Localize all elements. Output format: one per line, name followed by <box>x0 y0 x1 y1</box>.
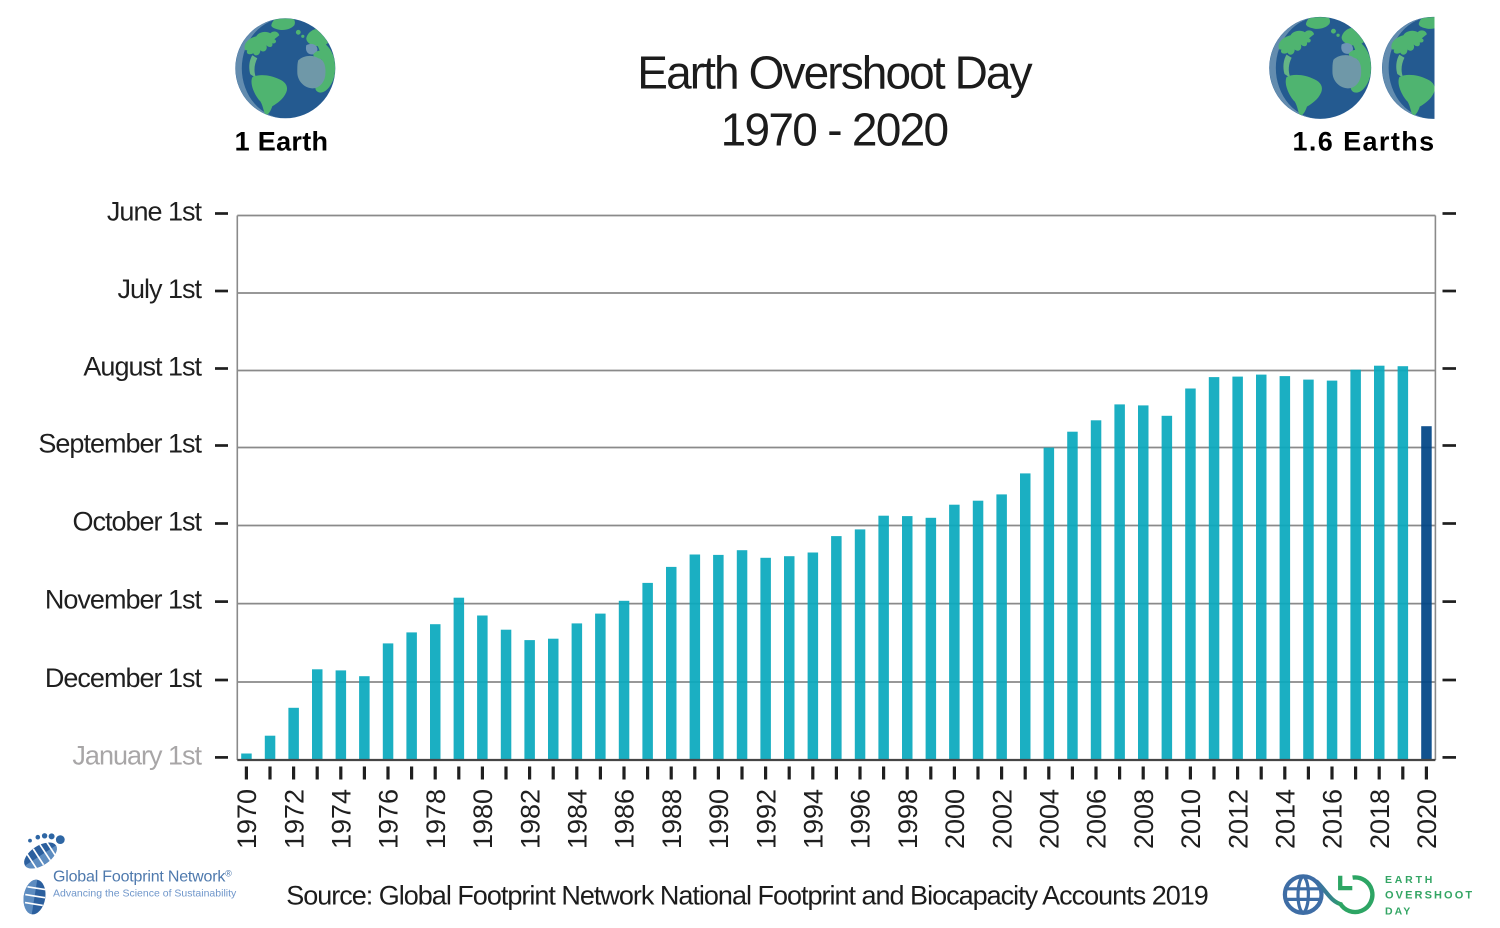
svg-text:1 Earth: 1 Earth <box>235 127 329 157</box>
svg-text:December 1st: December 1st <box>45 663 203 693</box>
svg-text:1990: 1990 <box>704 789 734 849</box>
svg-text:2006: 2006 <box>1082 789 1112 849</box>
svg-text:EARTH: EARTH <box>1385 874 1435 886</box>
svg-text:1986: 1986 <box>610 789 640 849</box>
svg-text:2012: 2012 <box>1223 789 1253 849</box>
svg-text:2014: 2014 <box>1271 789 1301 849</box>
svg-text:1.6 Earths: 1.6 Earths <box>1292 127 1435 157</box>
svg-text:2016: 2016 <box>1318 789 1348 849</box>
svg-text:1984: 1984 <box>563 789 593 849</box>
svg-text:1988: 1988 <box>657 789 687 849</box>
svg-text:Advancing the Science of Susta: Advancing the Science of Sustainability <box>53 888 237 900</box>
svg-text:2008: 2008 <box>1129 789 1159 849</box>
svg-text:1980: 1980 <box>468 789 498 849</box>
svg-text:1974: 1974 <box>327 789 357 849</box>
svg-text:Source: Global Footprint Netwo: Source: Global Footprint Network Nationa… <box>286 881 1208 911</box>
svg-text:1978: 1978 <box>421 789 451 849</box>
svg-text:November 1st: November 1st <box>45 585 203 615</box>
svg-text:August 1st: August 1st <box>83 352 202 382</box>
svg-text:1970: 1970 <box>232 789 262 849</box>
svg-text:1970 - 2020: 1970 - 2020 <box>721 104 948 156</box>
svg-text:2004: 2004 <box>1035 789 1065 849</box>
svg-text:2002: 2002 <box>987 789 1017 849</box>
svg-text:DAY: DAY <box>1385 906 1412 918</box>
svg-text:Earth Overshoot Day: Earth Overshoot Day <box>637 47 1032 99</box>
svg-text:1992: 1992 <box>751 789 781 849</box>
svg-text:1976: 1976 <box>374 789 404 849</box>
svg-text:2020: 2020 <box>1412 789 1442 849</box>
svg-text:2018: 2018 <box>1365 789 1395 849</box>
svg-text:September 1st: September 1st <box>38 429 202 459</box>
svg-text:July 1st: July 1st <box>117 274 202 304</box>
svg-text:2010: 2010 <box>1176 789 1206 849</box>
svg-text:January 1st: January 1st <box>72 740 202 770</box>
svg-text:1972: 1972 <box>279 789 309 849</box>
svg-text:OVERSHOOT: OVERSHOOT <box>1385 890 1474 902</box>
svg-text:June 1st: June 1st <box>107 197 203 227</box>
svg-text:Global Footprint Network®: Global Footprint Network® <box>53 869 232 886</box>
svg-text:1994: 1994 <box>799 789 829 849</box>
svg-text:2000: 2000 <box>940 789 970 849</box>
svg-text:October 1st: October 1st <box>72 507 202 537</box>
svg-text:1998: 1998 <box>893 789 923 849</box>
svg-text:1996: 1996 <box>846 789 876 849</box>
svg-text:1982: 1982 <box>515 789 545 849</box>
